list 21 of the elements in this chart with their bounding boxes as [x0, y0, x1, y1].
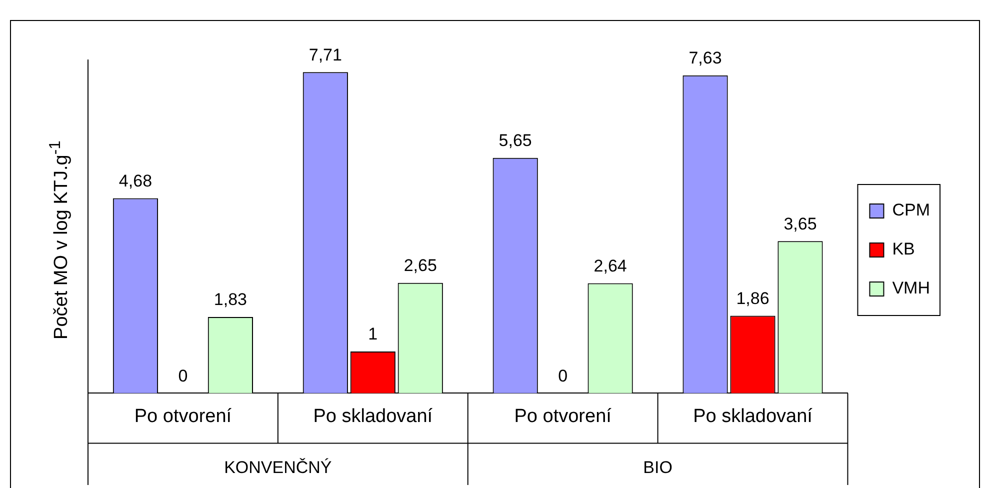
data-label: 7,71 — [308, 45, 342, 64]
text: BIO — [643, 458, 672, 477]
legend-label: VMH — [892, 278, 930, 298]
x-tick-label: Po otvorení — [514, 406, 612, 427]
data-label: 1,83 — [214, 290, 247, 310]
data-label: 1 — [368, 324, 378, 344]
data-label: 1,86 — [736, 288, 770, 308]
data-label: 5,65 — [498, 131, 532, 150]
x-tick-label: Po skladovaní — [313, 406, 434, 427]
data-label: 2,65 — [404, 256, 437, 276]
legend-label: KB — [892, 240, 915, 259]
data-label: 0 — [178, 366, 188, 386]
x-tick-label: Po skladovaní — [693, 406, 814, 427]
data-label: 0 — [558, 366, 568, 386]
text: KONVENČNÝ — [224, 458, 332, 477]
data-label: 4,68 — [118, 171, 152, 190]
x-tick-label: Po otvorení — [134, 406, 232, 427]
data-label: 2,64 — [594, 256, 627, 276]
legend-label: CPM — [892, 200, 930, 220]
data-label: 7,63 — [688, 48, 722, 68]
data-label: 3,65 — [784, 214, 817, 234]
